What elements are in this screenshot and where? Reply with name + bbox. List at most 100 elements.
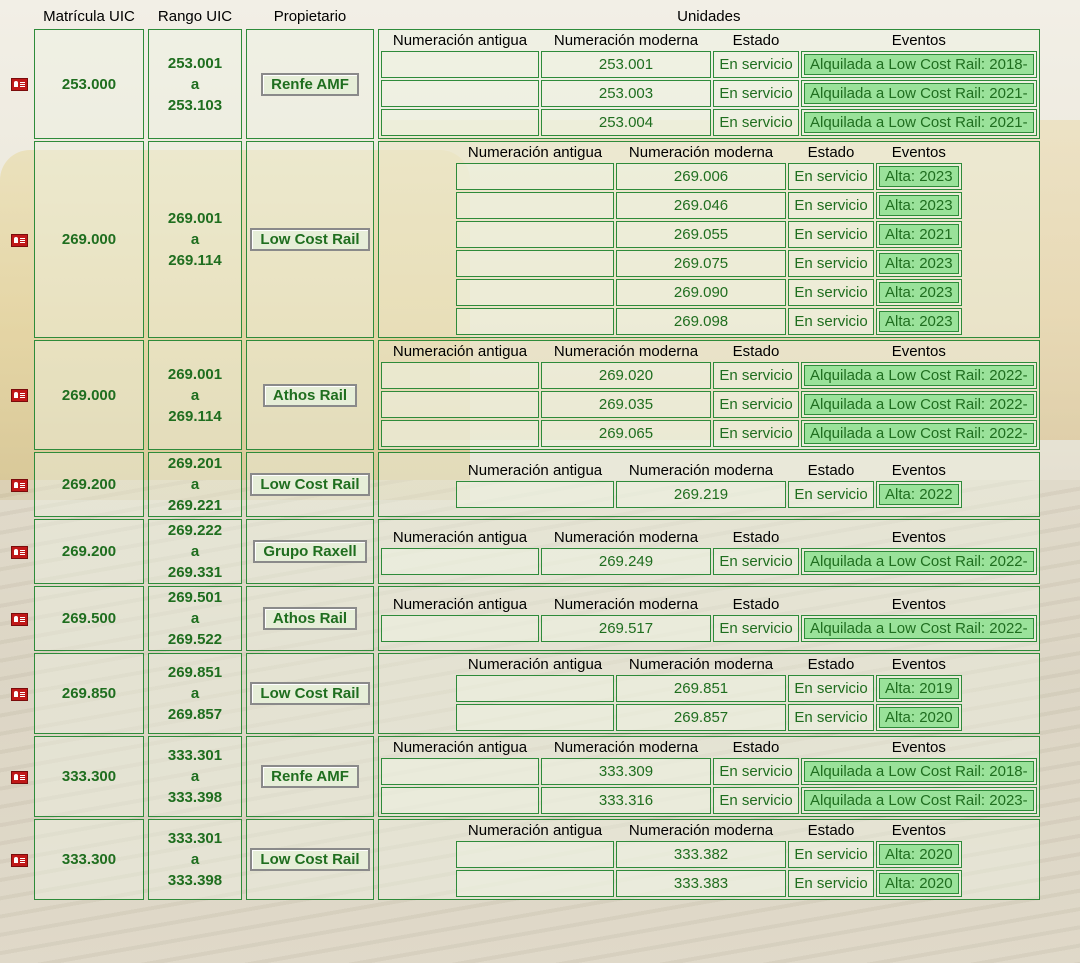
owner-button[interactable]: Grupo Raxell xyxy=(253,540,367,563)
modern-number-cell[interactable]: 269.219 xyxy=(616,480,787,508)
modern-number-cell[interactable]: 253.001 xyxy=(541,51,711,78)
modern-number-cell[interactable]: 269.857 xyxy=(616,704,787,731)
modern-number-cell[interactable]: 269.006 xyxy=(616,163,787,190)
modern-number-cell[interactable]: 269.098 xyxy=(616,308,787,335)
units-header-old: Numeración antigua xyxy=(392,32,528,49)
id-card-icon[interactable] xyxy=(10,612,28,626)
range-separator: a xyxy=(190,231,200,248)
estado-cell: En servicio xyxy=(713,391,799,418)
unidades-cell: Numeración antigua Numeración moderna Esta… xyxy=(378,653,1040,734)
range-from: 333.301 xyxy=(167,830,223,847)
old-number-cell xyxy=(456,675,615,702)
id-card-icon[interactable] xyxy=(10,389,28,403)
units-header-estado: Estado xyxy=(732,528,780,546)
rango-cell: 333.301 a 333.398 xyxy=(148,819,242,900)
unit-row: 269.249 En servicio Alquilada a Low Cost R… xyxy=(381,547,1037,575)
propietario-cell: Low Cost Rail xyxy=(246,653,374,734)
modern-number-cell[interactable]: 333.316 xyxy=(541,787,711,814)
group-row: 253.000 253.001 a 253.103 Renfe AMF Numeració… xyxy=(8,29,1040,139)
evento-cell: Alta: 2023 xyxy=(876,192,962,219)
propietario-cell: Athos Rail xyxy=(246,340,374,450)
range-from: 269.851 xyxy=(167,664,223,681)
rango-cell: 269.222 a 269.331 xyxy=(148,519,242,584)
estado-cell: En servicio xyxy=(713,787,799,814)
modern-number-cell[interactable]: 269.020 xyxy=(541,362,711,389)
matricula-cell: 269.200 xyxy=(34,519,144,584)
id-card-icon[interactable] xyxy=(10,478,28,492)
id-card-icon[interactable] xyxy=(10,545,28,559)
unit-row: 269.020 En servicio Alquilada a Low Cost R… xyxy=(381,362,1037,389)
owner-button[interactable]: Low Cost Rail xyxy=(250,228,370,251)
owner-button[interactable]: Low Cost Rail xyxy=(250,682,370,705)
event-badge: Alta: 2023 xyxy=(879,311,959,332)
id-card-icon[interactable] xyxy=(10,687,28,701)
unit-row: 269.090 En servicio Alta: 2023 xyxy=(456,279,962,306)
evento-cell: Alta: 2023 xyxy=(876,250,962,277)
evento-cell: Alta: 2023 xyxy=(876,163,962,190)
estado-cell: En servicio xyxy=(713,420,799,447)
event-badge: Alquilada a Low Cost Rail: 2022- xyxy=(804,394,1034,415)
old-number-cell xyxy=(456,192,615,219)
event-badge: Alquilada a Low Cost Rail: 2021- xyxy=(804,83,1034,104)
units-table: Numeración antigua Numeración moderna Esta… xyxy=(379,594,1039,644)
row-icon-cell xyxy=(8,519,30,584)
modern-number-cell[interactable]: 333.383 xyxy=(616,870,787,897)
event-badge: Alquilada a Low Cost Rail: 2023- xyxy=(804,790,1034,811)
owner-button[interactable]: Athos Rail xyxy=(262,383,358,407)
modern-number-cell[interactable]: 269.035 xyxy=(541,391,711,418)
event-badge: Alta: 2023 xyxy=(879,282,959,303)
modern-number-cell[interactable]: 333.309 xyxy=(541,758,711,785)
modern-number-cell[interactable]: 269.851 xyxy=(616,675,787,702)
modern-number-cell[interactable]: 269.075 xyxy=(616,250,787,277)
old-number-cell xyxy=(381,80,539,107)
range-from: 269.001 xyxy=(167,210,223,227)
units-header-eventos: Eventos xyxy=(891,822,946,839)
unidades-cell: Numeración antigua Numeración moderna Esta… xyxy=(378,29,1040,139)
units-header-row: Numeración antigua Numeración moderna Esta… xyxy=(456,656,962,673)
unit-row: 269.046 En servicio Alta: 2023 xyxy=(456,192,962,219)
estado-cell: En servicio xyxy=(788,163,875,190)
owner-button[interactable]: Low Cost Rail xyxy=(250,473,370,496)
owner-button[interactable]: Renfe AMF xyxy=(261,765,359,788)
owner-button[interactable]: Low Cost Rail xyxy=(250,848,370,871)
modern-number-cell[interactable]: 253.003 xyxy=(541,80,711,107)
matricula-cell: 269.500 xyxy=(34,586,144,651)
evento-cell: Alta: 2023 xyxy=(876,279,962,306)
range-to: 269.221 xyxy=(167,497,223,514)
units-header-estado: Estado xyxy=(807,461,855,479)
old-number-cell xyxy=(381,51,539,78)
modern-number-cell[interactable]: 269.517 xyxy=(541,614,711,642)
modern-number-cell[interactable]: 269.090 xyxy=(616,279,787,306)
range-to: 269.857 xyxy=(167,706,223,723)
modern-number-cell[interactable]: 333.382 xyxy=(616,841,787,868)
modern-number-cell[interactable]: 269.046 xyxy=(616,192,787,219)
units-header-eventos: Eventos xyxy=(891,32,946,49)
old-number-cell xyxy=(456,841,615,868)
modern-number-cell[interactable]: 253.004 xyxy=(541,109,711,136)
id-card-icon[interactable] xyxy=(10,78,28,92)
owner-button[interactable]: Renfe AMF xyxy=(261,72,359,96)
owner-button[interactable]: Athos Rail xyxy=(262,607,358,630)
evento-cell: Alta: 2022 xyxy=(876,480,962,508)
id-card-icon[interactable] xyxy=(10,853,28,867)
units-header-estado: Estado xyxy=(732,32,780,49)
units-header-estado: Estado xyxy=(807,144,855,161)
unidades-cell: Numeración antigua Numeración moderna Esta… xyxy=(378,736,1040,817)
units-header-modern: Numeración moderna xyxy=(628,144,774,161)
estado-cell: En servicio xyxy=(788,870,875,897)
old-number-cell xyxy=(381,787,539,814)
modern-number-cell[interactable]: 269.065 xyxy=(541,420,711,447)
rango-cell: 333.301 a 333.398 xyxy=(148,736,242,817)
old-number-cell xyxy=(456,870,615,897)
evento-cell: Alquilada a Low Cost Rail: 2022- xyxy=(801,420,1037,447)
id-card-icon[interactable] xyxy=(10,770,28,784)
modern-number-cell[interactable]: 269.249 xyxy=(541,547,711,575)
old-number-cell xyxy=(456,480,615,508)
header-propietario: Propietario xyxy=(273,8,347,25)
units-header-row: Numeración antigua Numeración moderna Esta… xyxy=(381,739,1037,756)
range-from: 269.001 xyxy=(167,365,223,383)
modern-number-cell[interactable]: 269.055 xyxy=(616,221,787,248)
unit-row: 269.857 En servicio Alta: 2020 xyxy=(456,704,962,731)
old-number-cell xyxy=(456,221,615,248)
id-card-icon[interactable] xyxy=(10,233,28,247)
